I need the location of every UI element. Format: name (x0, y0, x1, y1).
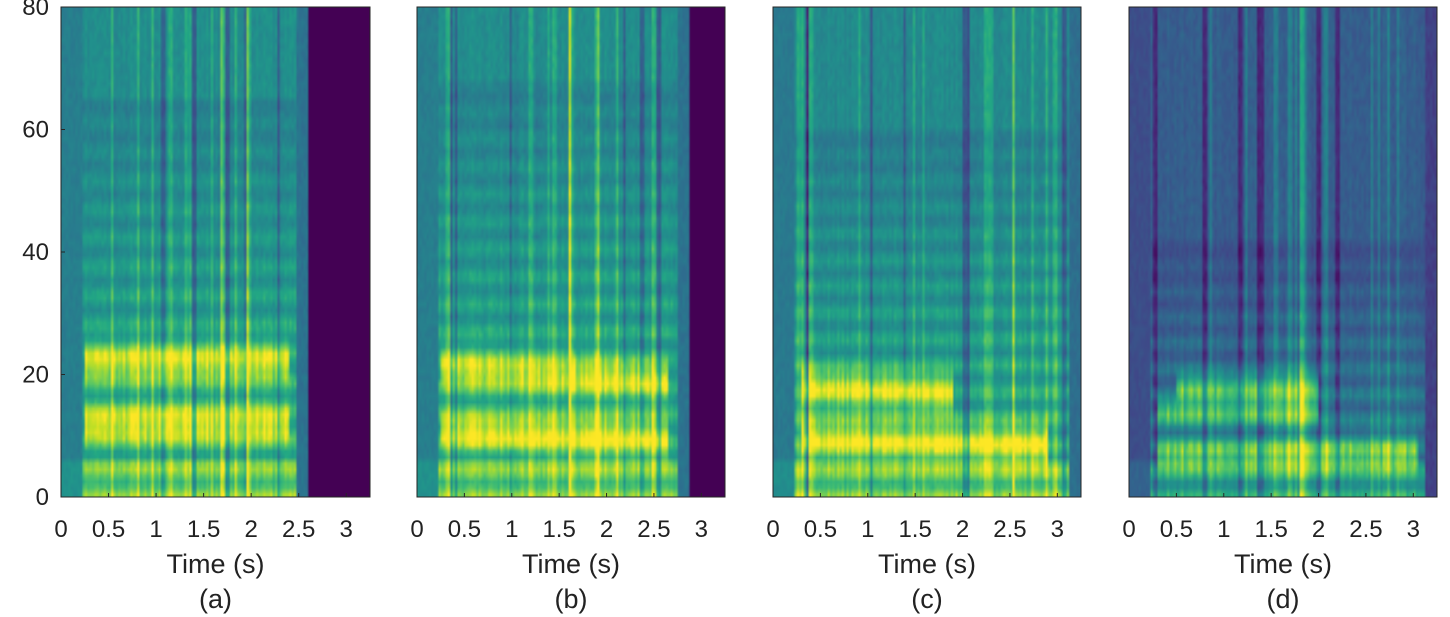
x-tick-label: 2 (244, 516, 257, 543)
x-tick-label: 0 (766, 516, 779, 543)
x-tick-label: 0 (410, 516, 423, 543)
x-tick-label: 0 (1122, 516, 1135, 543)
x-tick-label: 0.5 (92, 516, 125, 543)
y-tick-label: 40 (22, 239, 49, 266)
spectrogram-image (417, 7, 725, 497)
y-tick-label: 80 (22, 0, 49, 21)
x-tick-label: 1 (149, 516, 162, 543)
x-tick-label: 1 (861, 516, 874, 543)
x-tick-label: 2 (600, 516, 613, 543)
panel-label: (d) (1267, 584, 1300, 614)
x-tick-label: 3 (1051, 516, 1064, 543)
y-tick-label: 20 (22, 362, 49, 389)
x-tick-label: 0.5 (804, 516, 837, 543)
plot-frame (772, 6, 1082, 498)
spectrogram-panel-3: 0 0.5 1 1.5 2 2.5 3 Time (s) (c) (766, 6, 1082, 614)
spectrogram-panel-2: 0 0.5 1 1.5 2 2.5 3 Time (s) (b) (410, 6, 726, 614)
x-tick-label: 2.5 (637, 516, 670, 543)
x-tick-label: 1.5 (898, 516, 931, 543)
panel-label: (a) (199, 584, 232, 614)
x-tick-label: 3 (1407, 516, 1420, 543)
panel-label: (b) (555, 584, 588, 614)
x-tick-label: 2.5 (282, 516, 315, 543)
y-tick-label: 60 (22, 117, 49, 144)
x-tick-label: 3 (340, 516, 353, 543)
x-tick-label: 1.5 (1254, 516, 1287, 543)
y-tick-label: 0 (36, 484, 49, 511)
plot-frame (1128, 6, 1438, 498)
spectrogram-panel-1: 0 0.5 1 1.5 2 2.5 3 0 20 40 60 80 Time (s) (a) (22, 0, 371, 614)
x-tick-label: 1.5 (187, 516, 220, 543)
x-tick-label: 3 (695, 516, 708, 543)
x-axis-label: Time (s) (878, 549, 976, 579)
spectrogram-image (61, 7, 370, 497)
panel-label: (c) (911, 584, 942, 614)
x-tick-label: 0.5 (1160, 516, 1193, 543)
x-tick-label: 2 (1312, 516, 1325, 543)
x-tick-label: 2.5 (1349, 516, 1382, 543)
x-tick-label: 2 (956, 516, 969, 543)
x-tick-label: 0.5 (448, 516, 481, 543)
x-tick-label: 2.5 (993, 516, 1026, 543)
x-tick-label: 1.5 (542, 516, 575, 543)
x-axis-label: Time (s) (167, 549, 265, 579)
spectrogram-panel-4: 0 0.5 1 1.5 2 2.5 3 Time (s) (d) (1122, 6, 1438, 614)
spectrogram-image (773, 7, 1081, 497)
x-tick-label: 0 (54, 516, 67, 543)
x-axis-label: Time (s) (522, 549, 620, 579)
plot-frame (416, 6, 726, 498)
spectrogram-image (1129, 7, 1437, 497)
x-tick-label: 1 (505, 516, 518, 543)
x-tick-label: 1 (1217, 516, 1230, 543)
x-axis-label: Time (s) (1234, 549, 1332, 579)
